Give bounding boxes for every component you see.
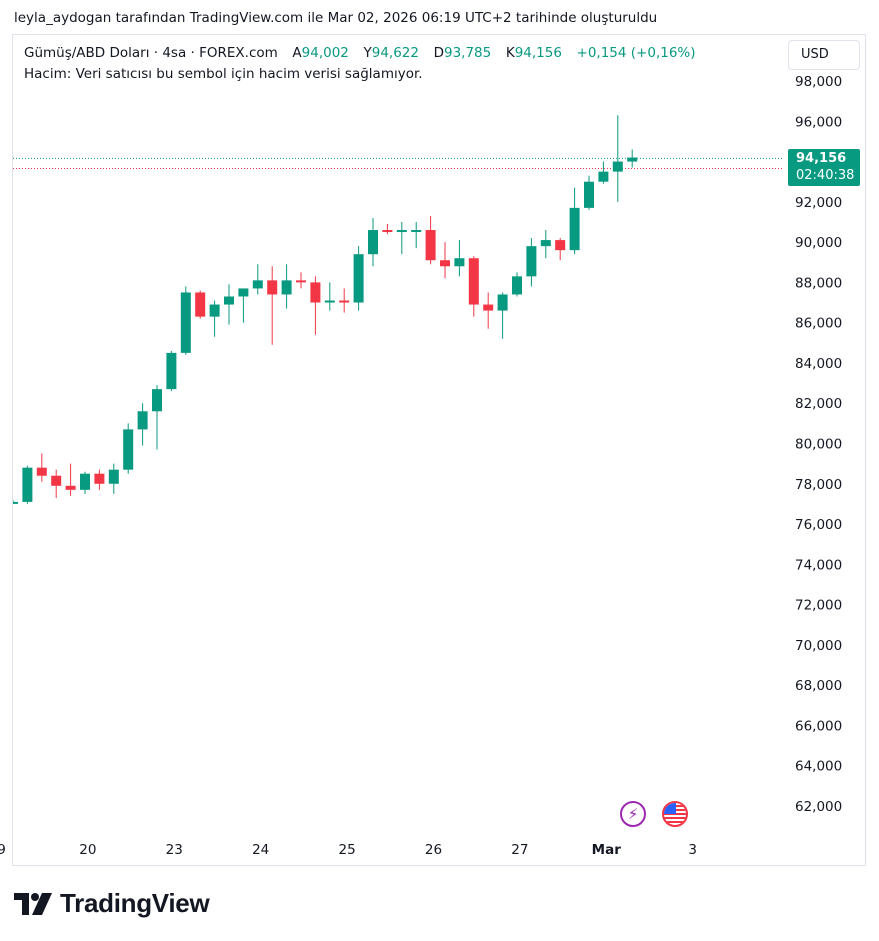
y-tick-label: 64,000 bbox=[795, 759, 842, 775]
candle-body bbox=[411, 230, 422, 233]
candle-body bbox=[36, 467, 47, 476]
y-tick-label: 68,000 bbox=[795, 678, 842, 694]
volume-note: Hacim: Veri satıcısı bu sembol için haci… bbox=[24, 66, 423, 82]
legend-open-label: A bbox=[292, 45, 302, 61]
candle-body bbox=[612, 161, 623, 172]
legend-high-value: 94,622 bbox=[371, 45, 419, 61]
candle-body bbox=[224, 296, 234, 305]
legend-low-label: D bbox=[433, 45, 444, 61]
candle-body bbox=[468, 258, 479, 305]
x-tick-label: 25 bbox=[338, 842, 355, 858]
x-tick-label: 24 bbox=[252, 842, 269, 858]
candle-body bbox=[598, 171, 609, 182]
candle-body bbox=[195, 292, 206, 317]
candle-body bbox=[310, 282, 321, 303]
candle-body bbox=[526, 246, 537, 277]
candle-body bbox=[396, 230, 407, 233]
brand-name: TradingView bbox=[60, 888, 210, 918]
candle-body bbox=[368, 230, 378, 255]
y-tick-label: 86,000 bbox=[795, 316, 842, 332]
x-tick-label: Mar bbox=[592, 842, 622, 858]
y-tick-label: 66,000 bbox=[795, 718, 842, 734]
candle-body bbox=[512, 276, 522, 295]
candle-body bbox=[180, 292, 191, 353]
candle-body bbox=[540, 240, 551, 247]
candle-body bbox=[51, 475, 62, 486]
candle-body bbox=[454, 258, 465, 267]
candle-body bbox=[80, 473, 90, 490]
candle-body bbox=[22, 467, 33, 502]
candle-body bbox=[324, 300, 335, 303]
candle-body bbox=[267, 280, 278, 295]
x-tick-label: 26 bbox=[425, 842, 442, 858]
candle-body bbox=[108, 469, 119, 484]
bar-countdown: 02:40:38 bbox=[796, 168, 855, 183]
y-tick-label: 90,000 bbox=[795, 235, 842, 251]
y-tick-label: 70,000 bbox=[795, 638, 842, 654]
candle-body bbox=[281, 280, 292, 295]
candle-body bbox=[209, 304, 220, 317]
candle-body bbox=[425, 230, 436, 261]
y-tick-label: 98,000 bbox=[795, 74, 842, 90]
y-tick-label: 96,000 bbox=[795, 114, 842, 130]
candle-body bbox=[152, 389, 162, 412]
y-tick-label: 84,000 bbox=[795, 356, 842, 372]
x-tick-label: 3 bbox=[688, 842, 697, 858]
y-tick-label: 82,000 bbox=[795, 396, 842, 412]
candle-body bbox=[94, 473, 105, 484]
y-tick-label: 92,000 bbox=[795, 195, 842, 211]
chart-frame bbox=[12, 34, 866, 866]
legend-symbol: Gümüş/ABD Doları · 4sa · FOREX.com bbox=[24, 45, 278, 61]
x-tick-label: 20 bbox=[79, 842, 96, 858]
y-tick-label: 78,000 bbox=[795, 477, 842, 493]
currency-button[interactable]: USD bbox=[788, 40, 860, 70]
legend-close-label: K bbox=[505, 45, 515, 61]
legend-low-value: 93,785 bbox=[443, 45, 492, 61]
candle-body bbox=[252, 280, 263, 289]
y-tick-label: 88,000 bbox=[795, 275, 842, 291]
us-flag-icon[interactable] bbox=[662, 801, 688, 827]
candle-body bbox=[353, 254, 364, 303]
candle-body bbox=[166, 352, 177, 390]
candle-body bbox=[238, 288, 249, 297]
last-price-badge: 94,156 02:40:38 bbox=[788, 149, 860, 186]
x-tick-label: 9 bbox=[0, 842, 6, 858]
y-tick-label: 72,000 bbox=[795, 598, 842, 614]
header-caption: leyla_aydogan tarafından TradingView.com… bbox=[14, 10, 658, 26]
lightning-icon[interactable]: ⚡ bbox=[620, 801, 646, 827]
legend-high-label: Y bbox=[363, 45, 372, 61]
candle-body bbox=[382, 230, 393, 233]
candle-body bbox=[13, 501, 18, 504]
x-tick-label: 27 bbox=[511, 842, 528, 858]
tradingview-brand[interactable]: TradingView bbox=[14, 888, 210, 919]
candle-body bbox=[137, 411, 148, 430]
ohlc-legend: Gümüş/ABD Doları · 4sa · FOREX.com A94,0… bbox=[24, 45, 696, 61]
candle-body bbox=[497, 294, 508, 311]
y-tick-label: 80,000 bbox=[795, 437, 842, 453]
y-tick-label: 74,000 bbox=[795, 557, 842, 573]
candle-body bbox=[65, 485, 76, 490]
candle-body bbox=[440, 260, 450, 267]
y-tick-label: 76,000 bbox=[795, 517, 842, 533]
y-tick-label: 62,000 bbox=[795, 799, 842, 815]
candle-body bbox=[555, 240, 566, 251]
candles-group bbox=[13, 115, 638, 504]
x-tick-label: 23 bbox=[166, 842, 183, 858]
legend-change: +0,154 (+0,16%) bbox=[576, 45, 696, 61]
legend-close-value: 94,156 bbox=[514, 45, 562, 61]
last-price-value: 94,156 bbox=[796, 151, 847, 166]
candle-body bbox=[569, 207, 580, 251]
candle-body bbox=[296, 280, 306, 283]
candle-body bbox=[339, 300, 350, 303]
legend-open-value: 94,002 bbox=[301, 45, 349, 61]
candle-body bbox=[584, 181, 594, 208]
candle-body bbox=[483, 304, 494, 311]
candle-body bbox=[627, 157, 638, 162]
tradingview-logo-icon bbox=[14, 892, 52, 915]
candle-body bbox=[123, 429, 134, 470]
